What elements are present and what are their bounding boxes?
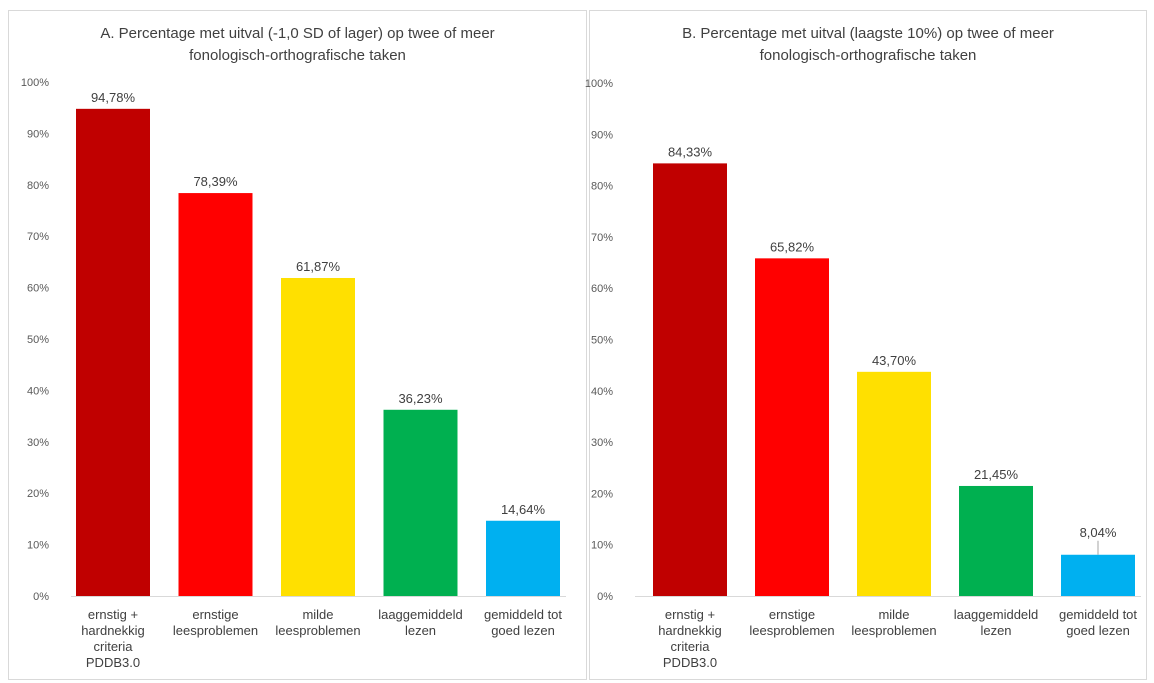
- bar-chart-b: 0% 10% 20% 30% 40% 50% 60% 70% 80% 90% 100% 84,33% e…: [585, 78, 1141, 670]
- category-label: leesproblemen: [851, 623, 936, 638]
- y-tick-label: 40%: [27, 385, 49, 397]
- y-tick-label: 0%: [597, 591, 613, 603]
- y-tick-label: 100%: [585, 78, 613, 90]
- chart-title-line-2: fonologisch-orthografische taken: [759, 47, 977, 64]
- y-tick-label: 100%: [21, 77, 49, 89]
- y-tick-label: 80%: [591, 181, 613, 193]
- category-label: ernstig +: [665, 607, 715, 622]
- bar-2: [857, 371, 931, 596]
- category-label: ernstige: [192, 607, 238, 622]
- bar-1: [755, 258, 829, 596]
- y-tick-label: 70%: [591, 232, 613, 244]
- bar-chart-a: 0% 10% 20% 30% 40% 50% 60% 70% 80% 90% 100% 94,78% e…: [21, 77, 566, 670]
- data-label: 21,45%: [974, 467, 1019, 482]
- data-label: 43,70%: [872, 353, 917, 368]
- data-label: 14,64%: [501, 502, 546, 517]
- category-label: ernstig +: [88, 607, 138, 622]
- category-label: hardnekkig: [81, 623, 145, 638]
- data-label: 8,04%: [1080, 525, 1117, 540]
- category-label: lezen: [405, 623, 436, 638]
- bar-2: [281, 277, 355, 596]
- bar-0: [76, 108, 150, 596]
- chart-title: A. Percentage met uitval (-1,0 SD of lag…: [9, 23, 586, 67]
- category-label: gemiddeld tot: [1059, 607, 1137, 622]
- y-tick-label: 50%: [591, 335, 613, 347]
- category-label: leesproblemen: [275, 623, 360, 638]
- category-label: criteria: [670, 639, 710, 654]
- bar-4: [486, 520, 560, 596]
- category-label: ernstige: [769, 607, 815, 622]
- data-label: 94,78%: [91, 90, 136, 105]
- y-tick-label: 90%: [27, 128, 49, 140]
- bar-3: [383, 409, 458, 596]
- bar-4: [1061, 554, 1135, 596]
- y-tick-label: 10%: [591, 540, 613, 552]
- data-label: 84,33%: [668, 144, 713, 159]
- category-label: lezen: [980, 623, 1011, 638]
- category-label: gemiddeld tot: [484, 607, 562, 622]
- y-tick-label: 60%: [591, 283, 613, 295]
- chart-title-line-1: A. Percentage met uitval (-1,0 SD of lag…: [100, 25, 495, 42]
- y-tick-label: 20%: [27, 488, 49, 500]
- y-tick-label: 30%: [591, 437, 613, 449]
- bar-1: [178, 193, 253, 597]
- category-label: milde: [302, 607, 333, 622]
- y-tick-label: 50%: [27, 334, 49, 346]
- y-tick-label: 10%: [27, 540, 49, 552]
- category-label: laaggemiddeld: [378, 607, 463, 622]
- data-label: 36,23%: [398, 391, 443, 406]
- data-label: 61,87%: [296, 259, 341, 274]
- category-label: hardnekkig: [658, 623, 722, 638]
- data-label: 65,82%: [770, 239, 815, 254]
- bar-0: [653, 163, 727, 597]
- category-label: goed lezen: [1066, 623, 1130, 638]
- y-tick-label: 90%: [591, 129, 613, 141]
- y-tick-label: 70%: [27, 231, 49, 243]
- y-tick-label: 80%: [27, 180, 49, 192]
- y-tick-label: 0%: [33, 591, 49, 603]
- category-label: PDDB3.0: [663, 655, 717, 670]
- chart-panel-a: A. Percentage met uitval (-1,0 SD of lag…: [8, 10, 587, 680]
- y-tick-label: 40%: [591, 386, 613, 398]
- chart-title-line-1: B. Percentage met uitval (laagste 10%) o…: [682, 25, 1054, 42]
- bar-3: [959, 485, 1033, 596]
- data-label: 78,39%: [193, 174, 238, 189]
- chart-title: B. Percentage met uitval (laagste 10%) o…: [590, 23, 1146, 67]
- chart-title-line-2: fonologisch-orthografische taken: [189, 47, 406, 64]
- y-tick-label: 30%: [27, 437, 49, 449]
- category-label: laaggemiddeld: [954, 607, 1039, 622]
- y-tick-label: 20%: [591, 488, 613, 500]
- category-label: leesproblemen: [749, 623, 834, 638]
- category-label: leesproblemen: [173, 623, 258, 638]
- chart-panel-b: B. Percentage met uitval (laagste 10%) o…: [585, 10, 1147, 680]
- category-label: milde: [878, 607, 909, 622]
- category-label: goed lezen: [491, 623, 555, 638]
- y-tick-label: 60%: [27, 283, 49, 295]
- category-label: criteria: [93, 639, 133, 654]
- category-label: PDDB3.0: [86, 655, 140, 670]
